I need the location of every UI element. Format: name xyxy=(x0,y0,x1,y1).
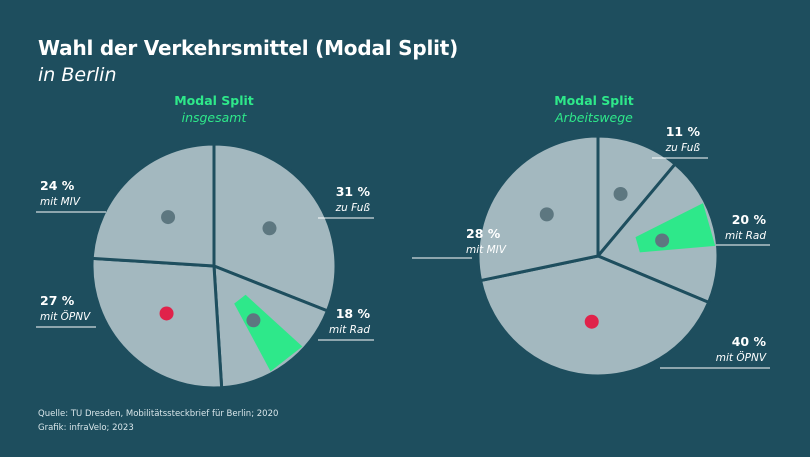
chart-1-header: Modal Split insgesamt xyxy=(124,92,304,126)
data-label-value: 18 % xyxy=(336,306,371,321)
data-label-value: 24 % xyxy=(40,178,75,193)
car-icon xyxy=(161,210,176,225)
data-label-category: mit MIV xyxy=(466,244,507,256)
data-label-category: mit ÖPNV xyxy=(716,351,767,364)
data-label-value: 40 % xyxy=(732,334,767,349)
pedestrian-icon xyxy=(613,186,628,201)
page-title: Wahl der Verkehrsmittel (Modal Split) xyxy=(38,36,459,60)
chart-1-title: Modal Split xyxy=(174,93,254,108)
data-label-value: 11 % xyxy=(666,124,701,139)
data-label-category: zu Fuß xyxy=(335,202,371,214)
pie-slice-mit-pnv xyxy=(90,256,224,390)
chart-2-subtitle: Arbeitswege xyxy=(555,110,633,125)
page-subtitle: in Berlin xyxy=(38,64,117,86)
pie-chart-2: 11 % zu Fuß 20 % mit Rad 40 % mit ÖPNV 28 % mit… xyxy=(412,124,770,378)
pie-chart-1: 31 % zu Fuß 18 % mit Rad 27 % mit ÖPNV 24 % mit… xyxy=(36,142,374,390)
pie-slice-mit-miv xyxy=(476,134,600,283)
data-label-category: mit MIV xyxy=(40,196,81,208)
data-label-value: 28 % xyxy=(466,226,501,241)
data-label-category: mit Rad xyxy=(329,324,370,336)
car-icon xyxy=(539,207,554,222)
source-note: Quelle: TU Dresden, Mobilitätssteckbrief… xyxy=(38,407,278,435)
tram-icon xyxy=(159,306,174,321)
data-label-value: 27 % xyxy=(40,293,75,308)
bicycle-icon xyxy=(655,233,670,248)
chart-2-header: Modal Split Arbeitswege xyxy=(504,92,684,126)
data-label-category: mit Rad xyxy=(725,230,766,242)
data-label-category: mit ÖPNV xyxy=(40,310,91,323)
pie-slice-mit-miv xyxy=(90,142,216,268)
chart-1-subtitle: insgesamt xyxy=(181,110,247,125)
tram-icon xyxy=(584,314,599,329)
chart-2-title: Modal Split xyxy=(554,93,634,108)
pie-slice-zu-fu xyxy=(596,134,677,258)
source-line: Quelle: TU Dresden, Mobilitätssteckbrief… xyxy=(38,409,279,419)
credit-line: Grafik: infraVelo; 2023 xyxy=(38,423,134,433)
pedestrian-icon xyxy=(262,221,277,236)
data-label-value: 31 % xyxy=(336,184,371,199)
bicycle-icon xyxy=(246,313,261,328)
data-label-value: 20 % xyxy=(732,212,767,227)
data-label-category: zu Fuß xyxy=(665,142,701,154)
